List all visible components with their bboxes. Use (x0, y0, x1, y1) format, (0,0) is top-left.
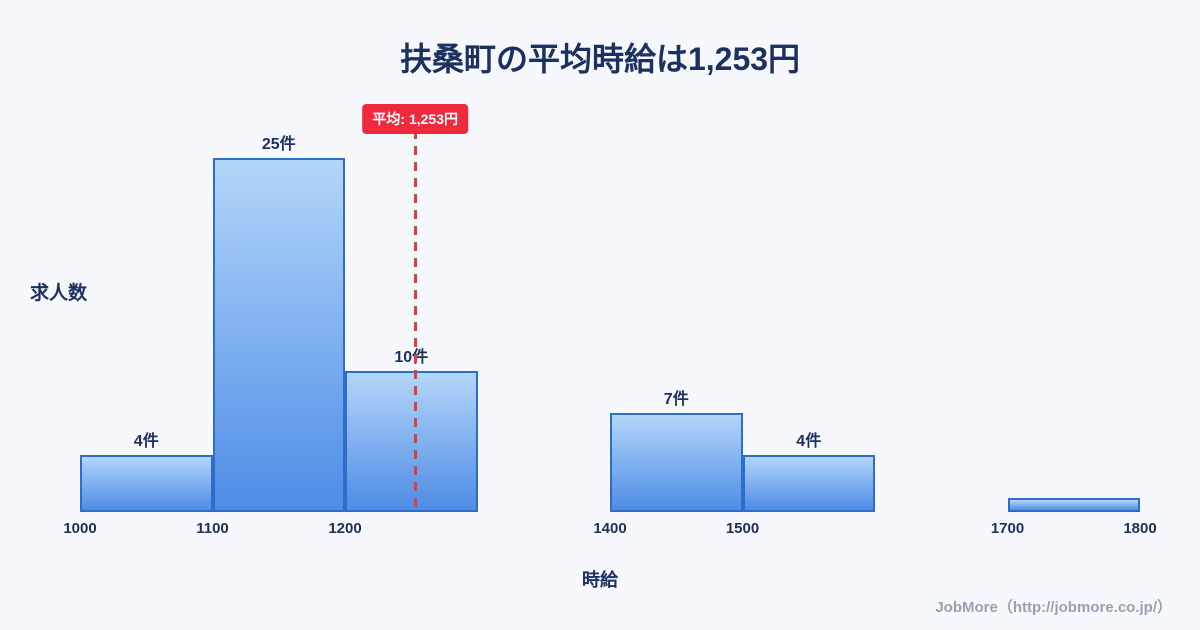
x-axis-ticks: 1000 1100 1200 1400 1500 1700 1800 (63, 520, 1156, 542)
x-tick-label: 1700 (990, 520, 1025, 537)
x-tick-label: 1400 (593, 520, 627, 537)
x-tick-label: 1500 (725, 520, 760, 537)
mean-line (413, 130, 417, 512)
histogram-bar: 7件 (610, 391, 743, 512)
chart-title: 扶桑町の平均時給は1,253円 (399, 41, 801, 77)
bar-count-label: 4件 (796, 433, 822, 451)
bar-count-label: 4件 (133, 433, 159, 451)
x-tick-label: 1000 (63, 520, 97, 537)
plot-area: 4件 25件 10件 7件 4件 (80, 130, 1140, 512)
x-tick-label: 1800 (1123, 520, 1157, 537)
histogram-bar (1007, 497, 1140, 512)
histogram-bar: 4件 (80, 433, 213, 512)
histogram-bar: 4件 (742, 433, 875, 512)
footer-credit: JobMore（http://jobmore.co.jp/） (935, 599, 1172, 616)
mean-badge: 平均: 1,253円 (362, 104, 469, 134)
bar-count-label: 7件 (663, 390, 689, 408)
histogram-bar: 25件 (212, 136, 345, 512)
y-axis-label: 求人数 (30, 283, 88, 304)
x-axis-label: 時給 (582, 570, 618, 590)
x-tick-label: 1200 (328, 520, 362, 537)
bar-count-label: 25件 (261, 136, 296, 154)
histogram-bar: 10件 (345, 349, 478, 512)
x-tick-label: 1100 (196, 520, 229, 537)
bar-count-label: 10件 (394, 348, 429, 366)
